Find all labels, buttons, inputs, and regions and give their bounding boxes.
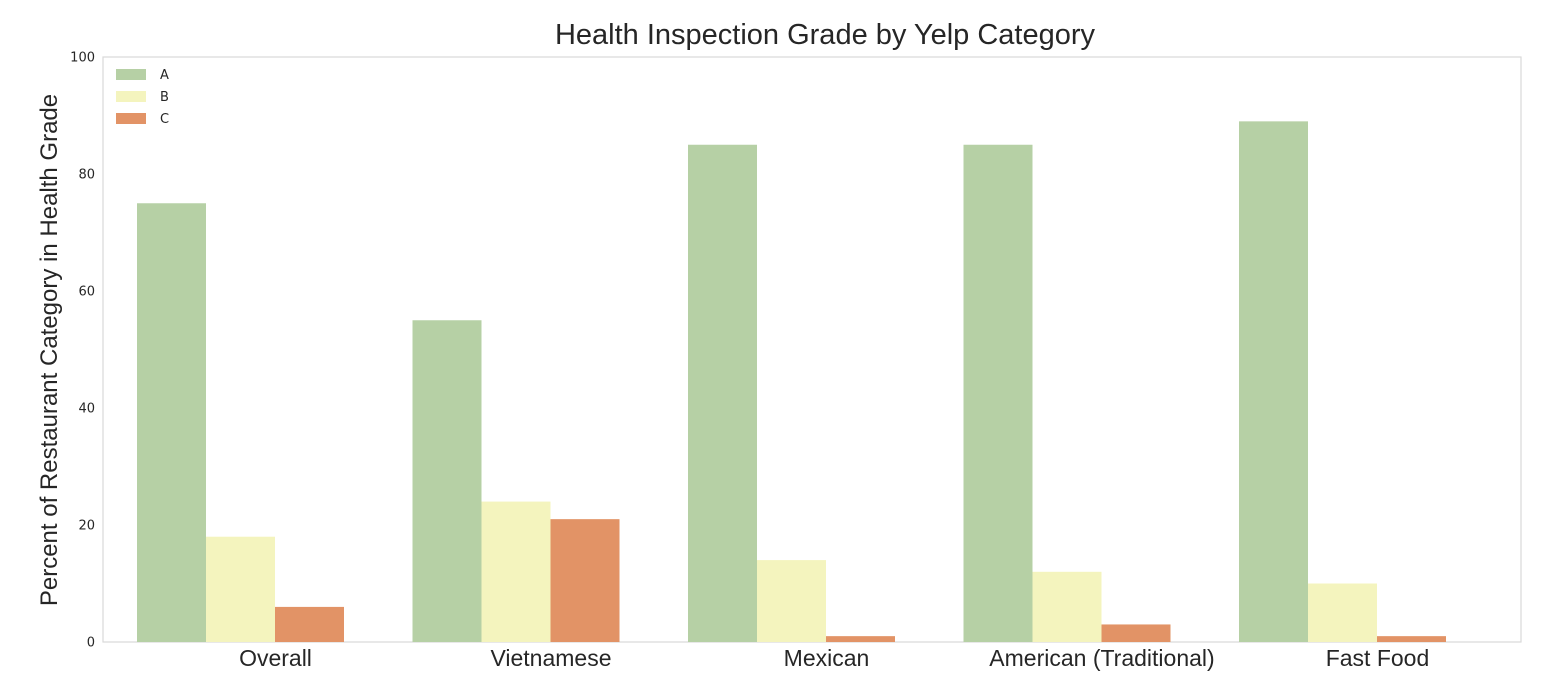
bar-overall-c — [275, 606, 344, 642]
bar-american-traditional-c — [1101, 624, 1171, 642]
legend: ABC — [116, 68, 169, 127]
y-tick-label: 100 — [70, 51, 95, 66]
y-axis-label: Percent of Restaurant Category in Health… — [36, 94, 63, 606]
legend-swatch-b — [116, 91, 146, 102]
x-tick-label: American (Traditional) — [989, 645, 1214, 671]
legend-label-a: A — [160, 68, 169, 83]
bar-american-traditional-a — [963, 144, 1033, 642]
bar-fast-food-c — [1377, 636, 1446, 642]
legend-label-b: B — [160, 90, 169, 105]
legend-swatch-a — [116, 69, 146, 80]
legend-label-c: C — [160, 112, 169, 127]
bar-mexican-a — [688, 144, 757, 642]
bar-fast-food-a — [1239, 121, 1308, 643]
y-tick-label: 0 — [87, 636, 95, 651]
y-tick-label: 60 — [78, 285, 95, 300]
x-tick-label: Overall — [239, 645, 312, 671]
bar-overall-b — [206, 536, 275, 642]
x-tick-label: Mexican — [784, 645, 870, 671]
x-tick-label: Fast Food — [1326, 645, 1430, 671]
bar-vietnamese-a — [412, 320, 482, 642]
bar-fast-food-b — [1308, 583, 1377, 642]
bar-overall-a — [137, 203, 206, 642]
chart-title: Health Inspection Grade by Yelp Category — [555, 19, 1096, 51]
y-tick-label: 80 — [78, 168, 95, 183]
plot-frame — [102, 56, 1522, 643]
bar-mexican-b — [757, 560, 826, 642]
x-tick-label: Vietnamese — [490, 645, 611, 671]
bar-american-traditional-b — [1032, 571, 1102, 642]
bar-vietnamese-c — [550, 519, 620, 642]
bars-layer — [137, 121, 1446, 643]
bar-mexican-c — [826, 636, 895, 642]
legend-swatch-c — [116, 113, 146, 124]
bar-vietnamese-b — [481, 501, 551, 642]
y-tick-label: 20 — [78, 519, 95, 534]
x-ticks-layer: Overall Vietnamese Mexican American (Tradit… — [239, 645, 1429, 671]
y-ticks-layer: 0 20 40 60 80 100 — [70, 51, 95, 651]
y-tick-label: 40 — [78, 402, 95, 417]
